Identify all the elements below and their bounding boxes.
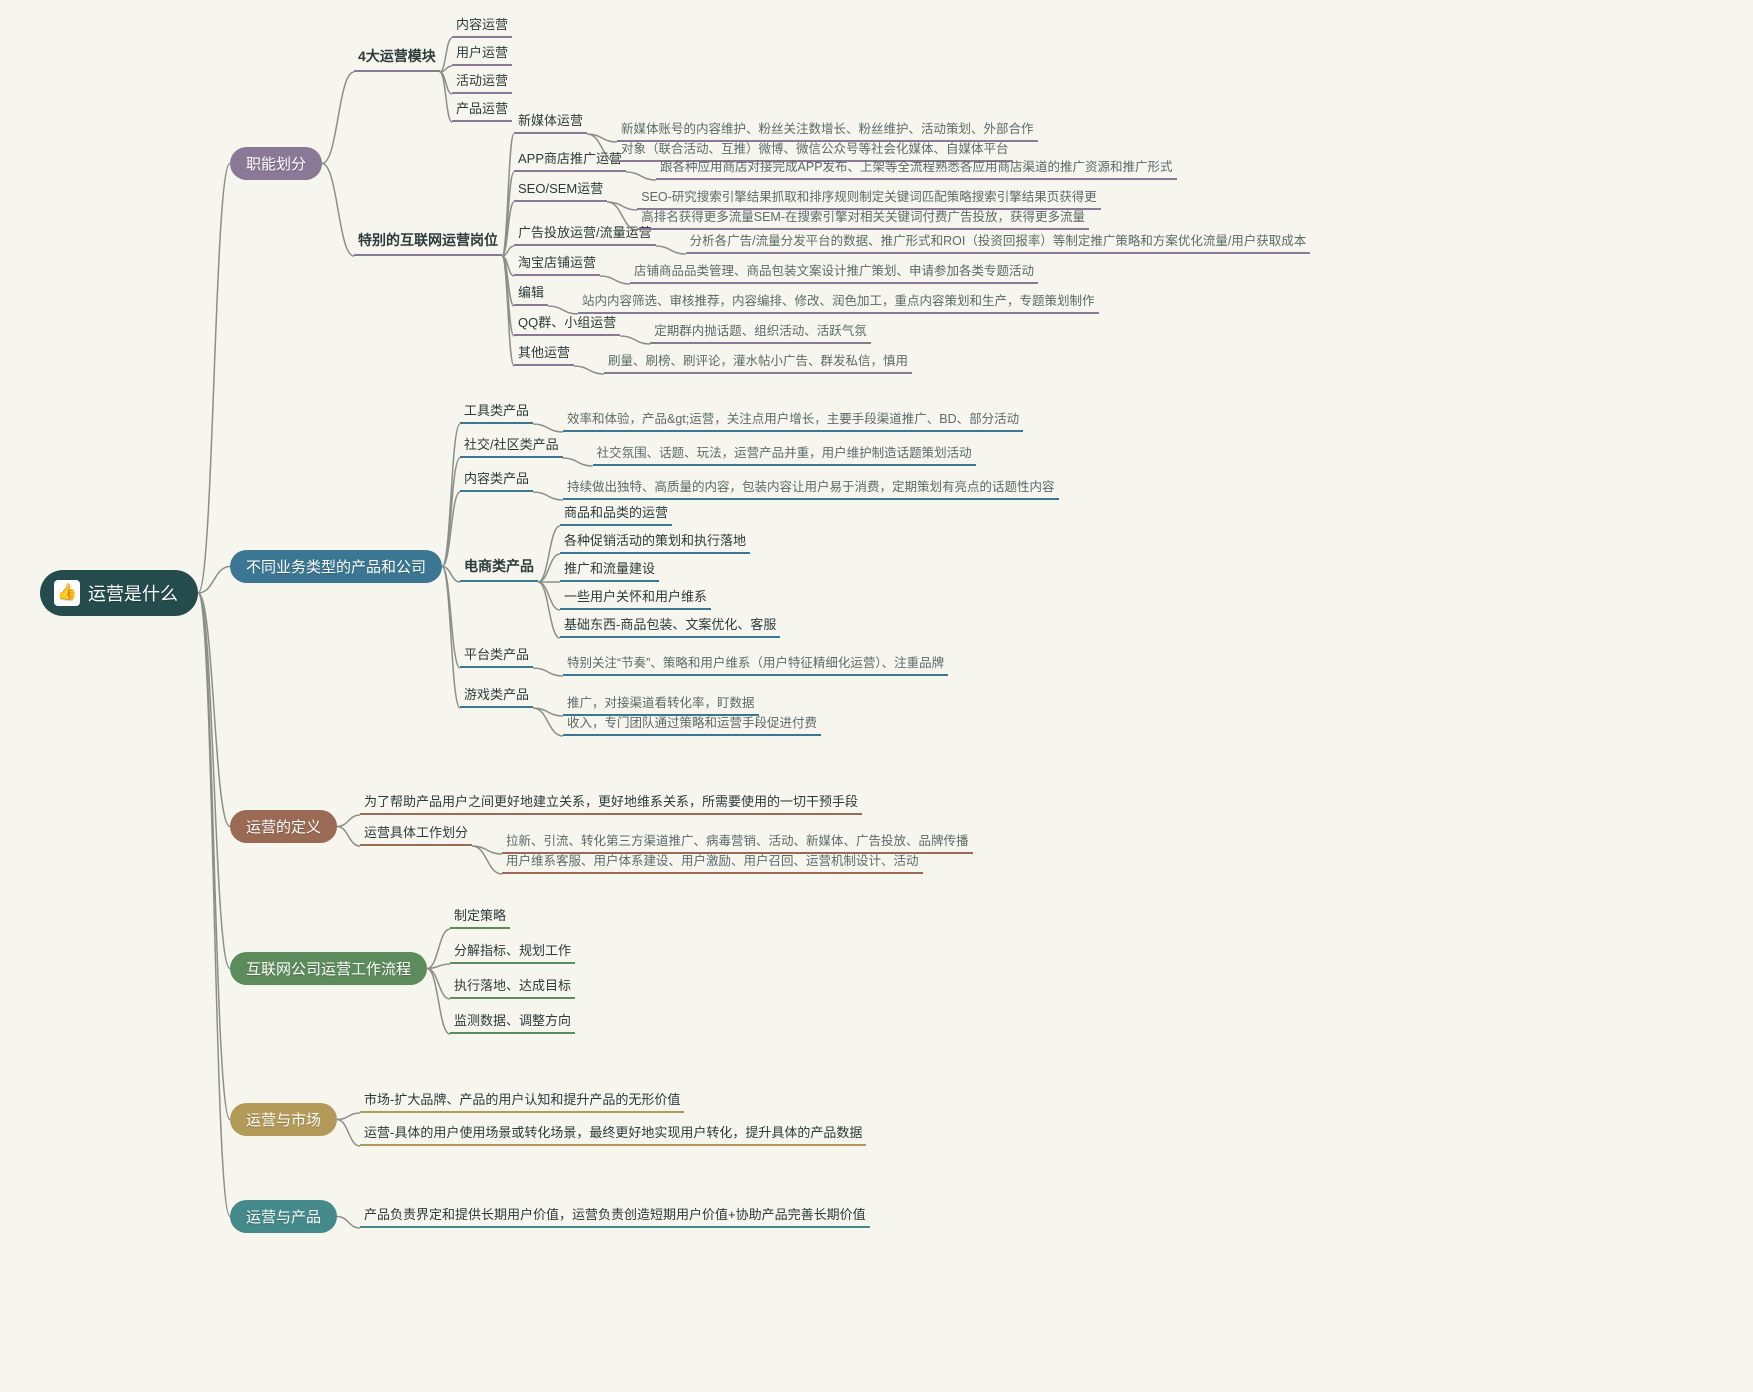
leaf-c2d3[interactable]: 推广和流量建设 xyxy=(560,558,659,582)
desc-line: 社交氛围、话题、玩法，运营产品并重，用户维护制造话题策划活动 xyxy=(593,442,976,466)
branch-label: 不同业务类型的产品和公司 xyxy=(246,556,426,577)
leaf-c2f[interactable]: 游戏类产品 xyxy=(460,684,533,708)
leaf-c1b4[interactable]: 广告投放运营/流量运营 xyxy=(514,222,656,246)
desc-line: 特别关注“节奏”、策略和用户维系（用户特征精细化运营）、注重品牌 xyxy=(563,652,948,676)
desc-line: 站内内容筛选、审核推荐，内容编排、修改、润色加工，重点内容策划和生产，专题策划制… xyxy=(578,290,1099,314)
leaf-c2c[interactable]: 内容类产品 xyxy=(460,468,533,492)
leaf-c5a[interactable]: 市场-扩大品牌、产品的用户认知和提升产品的无形价值 xyxy=(360,1089,684,1113)
desc-line: 跟各种应用商店对接完成APP发布、上架等全流程熟悉各应用商店渠道的推广资源和推广… xyxy=(656,156,1177,180)
desc-line: 刷量、刷榜、刷评论，灌水帖小广告、群发私信，慎用 xyxy=(604,350,912,374)
branch-pill-c1[interactable]: 职能划分 xyxy=(230,147,322,180)
root-label: 运营是什么 xyxy=(88,580,178,606)
leaf-c2d2[interactable]: 各种促销活动的策划和执行落地 xyxy=(560,530,750,554)
branch-pill-c6[interactable]: 运营与产品 xyxy=(230,1200,337,1233)
leaf-c1a2[interactable]: 用户运营 xyxy=(452,42,512,66)
branch-label: 运营与产品 xyxy=(246,1206,321,1227)
leaf-c1a3[interactable]: 活动运营 xyxy=(452,70,512,94)
leaf-c2e[interactable]: 平台类产品 xyxy=(460,644,533,668)
leaf-c1b2[interactable]: APP商店推广运营 xyxy=(514,148,626,172)
branch-label: 运营与市场 xyxy=(246,1109,321,1130)
desc-line: 分析各广告/流量分发平台的数据、推广形式和ROI（投资回报率）等制定推广策略和方… xyxy=(686,230,1311,254)
leaf-c1b1[interactable]: 新媒体运营 xyxy=(514,110,587,134)
thumbs-up-icon: 👍 xyxy=(54,580,80,606)
root-node[interactable]: 👍 运营是什么 xyxy=(40,570,198,616)
leaf-c4c[interactable]: 执行落地、达成目标 xyxy=(450,975,575,999)
branch-c1a[interactable]: 4大运营模块 xyxy=(354,44,440,72)
leaf-c2a[interactable]: 工具类产品 xyxy=(460,400,533,424)
leaf-c5b[interactable]: 运营-具体的用户使用场景或转化场景，最终更好地实现用户转化，提升具体的产品数据 xyxy=(360,1122,866,1146)
branch-label: 职能划分 xyxy=(246,153,306,174)
leaf-c1a4[interactable]: 产品运营 xyxy=(452,98,512,122)
desc-line: 店铺商品品类管理、商品包装文案设计推广策划、申请参加各类专题活动 xyxy=(630,260,1038,284)
leaf-c4a[interactable]: 制定策略 xyxy=(450,905,510,929)
leaf-c1a1[interactable]: 内容运营 xyxy=(452,14,512,38)
leaf-c4b[interactable]: 分解指标、规划工作 xyxy=(450,940,575,964)
branch-label: 运营的定义 xyxy=(246,816,321,837)
leaf-c1b8[interactable]: 其他运营 xyxy=(514,342,574,366)
leaf-c1b6[interactable]: 编辑 xyxy=(514,282,548,306)
branch-c2d[interactable]: 电商类产品 xyxy=(460,554,538,582)
desc-line: 定期群内抛话题、组织活动、活跃气氛 xyxy=(650,320,871,344)
desc-line: 持续做出独特、高质量的内容，包装内容让用户易于消费，定期策划有亮点的话题性内容 xyxy=(563,476,1059,500)
leaf-c1b5[interactable]: 淘宝店铺运营 xyxy=(514,252,600,276)
mindmap-canvas: 👍 运营是什么 职能划分 4大运营模块内容运营用户运营活动运营产品运营特别的互联网运营… xyxy=(0,0,1753,1392)
branch-pill-c2[interactable]: 不同业务类型的产品和公司 xyxy=(230,550,442,583)
leaf-c6a[interactable]: 产品负责界定和提供长期用户价值，运营负责创造短期用户价值+协助产品完善长期价值 xyxy=(360,1204,870,1228)
branch-pill-c4[interactable]: 互联网公司运营工作流程 xyxy=(230,952,427,985)
branch-pill-c5[interactable]: 运营与市场 xyxy=(230,1103,337,1136)
branch-label: 互联网公司运营工作流程 xyxy=(246,958,411,979)
leaf-c3b[interactable]: 运营具体工作划分 xyxy=(360,822,472,846)
desc-line: 高排名获得更多流量SEM-在搜索引擎对相关关键词付费广告投放，获得更多流量 xyxy=(637,206,1089,230)
leaf-c1b7[interactable]: QQ群、小组运营 xyxy=(514,312,620,336)
leaf-c2b[interactable]: 社交/社区类产品 xyxy=(460,434,563,458)
branch-pill-c3[interactable]: 运营的定义 xyxy=(230,810,337,843)
branch-c1b[interactable]: 特别的互联网运营岗位 xyxy=(354,228,502,256)
desc-line: 收入，专门团队通过策略和运营手段促进付费 xyxy=(563,712,821,736)
leaf-c1b3[interactable]: SEO/SEM运营 xyxy=(514,178,607,202)
leaf-c2d5[interactable]: 基础东西-商品包装、文案优化、客服 xyxy=(560,614,780,638)
leaf-c4d[interactable]: 监测数据、调整方向 xyxy=(450,1010,575,1034)
desc-line: 效率和体验，产品&gt;运营，关注点用户增长，主要手段渠道推广、BD、部分活动 xyxy=(563,408,1023,432)
leaf-c2d1[interactable]: 商品和品类的运营 xyxy=(560,502,672,526)
desc-line: 用户维系客服、用户体系建设、用户激励、用户召回、运营机制设计、活动 xyxy=(502,850,923,874)
leaf-c3a[interactable]: 为了帮助产品用户之间更好地建立关系，更好地维系关系，所需要使用的一切干预手段 xyxy=(360,791,862,815)
leaf-c2d4[interactable]: 一些用户关怀和用户维系 xyxy=(560,586,711,610)
